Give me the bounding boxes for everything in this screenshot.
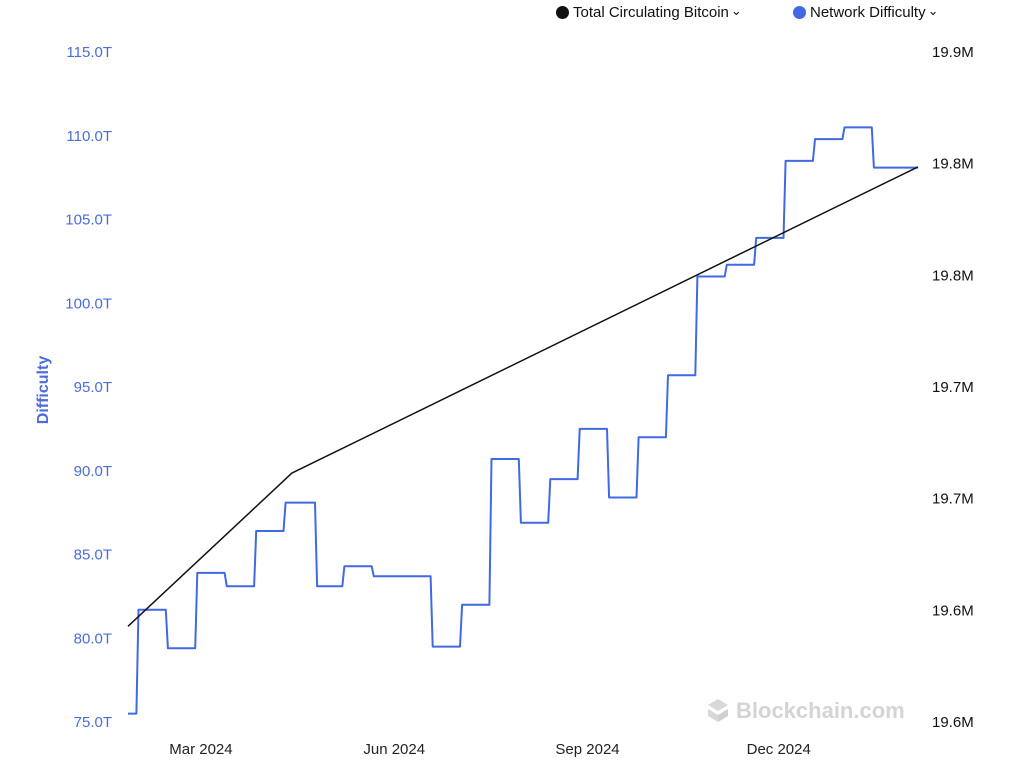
y-right-tick-label: 19.7M (932, 491, 974, 508)
y-left-tick-label: 110.0T (66, 128, 112, 145)
series-dot-icon (793, 5, 806, 19)
x-tick-label: Mar 2024 (169, 741, 232, 758)
chevron-down-icon[interactable]: ⌄ (730, 3, 742, 18)
legend-label: Total Circulating Bitcoin (573, 3, 729, 21)
y-right-tick-label: 19.7M (932, 379, 974, 396)
y-right-tick-label: 19.6M (932, 602, 974, 619)
y-right-tick-label: 19.8M (932, 156, 974, 173)
series-line-network-difficulty (128, 126, 918, 715)
series-line-total-circulating-bitcoin (127, 166, 919, 627)
watermark-text: Blockchain.com (736, 698, 905, 723)
y-left-tick-label: 85.0T (74, 547, 112, 564)
legend-item-total-circulating-bitcoin[interactable]: Total Circulating Bitcoin ⌄ (556, 2, 742, 22)
y-left-tick-label: 100.0T (65, 295, 112, 312)
y-right-tick-label: 19.9M (932, 44, 974, 61)
y-left-tick-label: 115.0T (66, 44, 112, 61)
blockchain-logo-icon (708, 699, 728, 722)
y-right-tick-label: 19.8M (932, 267, 974, 284)
legend-label: Network Difficulty (810, 3, 926, 21)
y-left-tick-label: 75.0T (74, 714, 112, 731)
watermark: Blockchain.com (708, 698, 905, 723)
series-dot-icon (556, 5, 569, 19)
y-axis-title: Difficulty (35, 356, 52, 425)
y-right-tick-label: 19.6M (932, 714, 974, 731)
y-left-tick-label: 80.0T (74, 630, 112, 647)
x-tick-label: Sep 2024 (555, 741, 619, 758)
y-left-tick-label: 90.0T (74, 463, 112, 480)
y-left-tick-label: 95.0T (74, 379, 112, 396)
x-tick-label: Jun 2024 (363, 741, 425, 758)
legend-item-network-difficulty[interactable]: Network Difficulty ⌄ (793, 2, 939, 22)
x-tick-label: Dec 2024 (747, 741, 811, 758)
y-left-tick-label: 105.0T (65, 212, 112, 229)
chevron-down-icon[interactable]: ⌄ (927, 3, 939, 18)
